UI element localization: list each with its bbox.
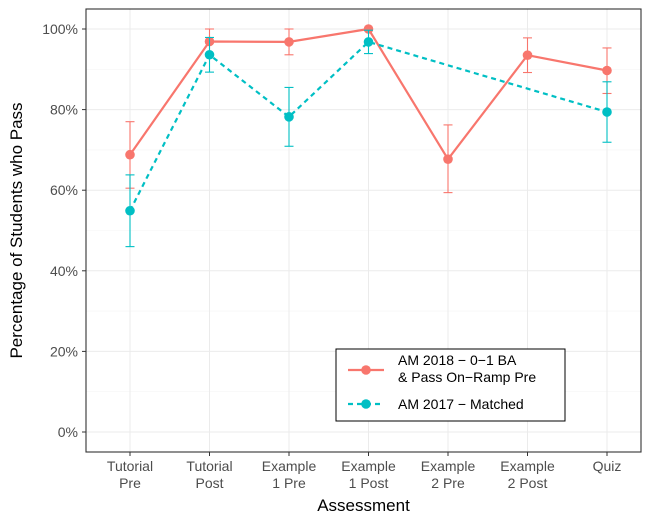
legend-label: AM 2018 − 0−1 BA & Pass On−Ramp Pre (398, 352, 536, 385)
x-tick-label-line: Example (262, 458, 317, 474)
x-tick-label-line: 1 Post (349, 475, 389, 491)
series-line (129, 40, 608, 212)
data-point (125, 205, 135, 216)
x-tick-label: Quiz (593, 458, 622, 474)
x-tick-label-line: Tutorial (186, 458, 232, 474)
x-axis-title: Assessment (317, 496, 410, 515)
x-tick-label-line: Example (500, 458, 555, 474)
data-point (284, 37, 294, 47)
series-2 (125, 29, 612, 248)
x-tick-label-line: Example (341, 458, 396, 474)
data-point (204, 49, 215, 60)
x-tick-label-line: Quiz (593, 458, 622, 474)
grid-lines (86, 9, 641, 452)
series-layer (125, 24, 612, 248)
data-point (602, 65, 612, 76)
x-tick-label-line: Tutorial (107, 458, 153, 474)
y-tick-label: 100% (42, 21, 78, 37)
x-tick-label: Tutorial Post (186, 458, 232, 491)
y-axis-title: Percentage of Students who Pass (7, 102, 26, 358)
y-tick-label: 60% (50, 182, 78, 198)
legend-label-line: & Pass On−Ramp Pre (398, 369, 536, 385)
x-tick-label-line: Example (421, 458, 476, 474)
x-tick-label: Example 2 Post (500, 458, 555, 491)
legend-box (335, 348, 566, 422)
x-tick-label: Example 2 Pre (421, 458, 476, 491)
data-point (125, 149, 135, 160)
x-tick-label-line: Post (195, 475, 223, 491)
x-tick-label-line: Pre (119, 475, 141, 491)
x-tick-label: Tutorial Pre (107, 458, 153, 491)
y-tick-label: 20% (50, 343, 78, 359)
data-point (522, 50, 533, 60)
y-tick-label: 0% (58, 424, 78, 440)
plot-border (85, 8, 642, 453)
x-tick-label: Example 1 Post (341, 458, 396, 491)
legend-label-line: AM 2017 − Matched (398, 396, 524, 412)
data-point (363, 37, 374, 47)
x-tick-label-line: 1 Pre (272, 475, 306, 491)
data-point (284, 112, 294, 122)
x-tick-label: Example 1 Pre (262, 458, 317, 491)
y-tick-label: 80% (50, 102, 78, 118)
data-point (602, 107, 612, 117)
data-point (363, 24, 374, 34)
x-tick-label-line: 2 Post (508, 475, 548, 491)
y-tick-label: 40% (50, 263, 78, 279)
data-point (443, 154, 453, 164)
x-tick-label-line: 2 Pre (431, 475, 465, 491)
legend-label-line: AM 2018 − 0−1 BA (398, 352, 517, 368)
legend-label: AM 2017 − Matched (398, 396, 524, 412)
y-axis-ticks: 0% 20% 40% 60% 80% 100% (42, 21, 86, 440)
legend-key-point (361, 365, 371, 375)
legend-key-point (361, 399, 371, 409)
